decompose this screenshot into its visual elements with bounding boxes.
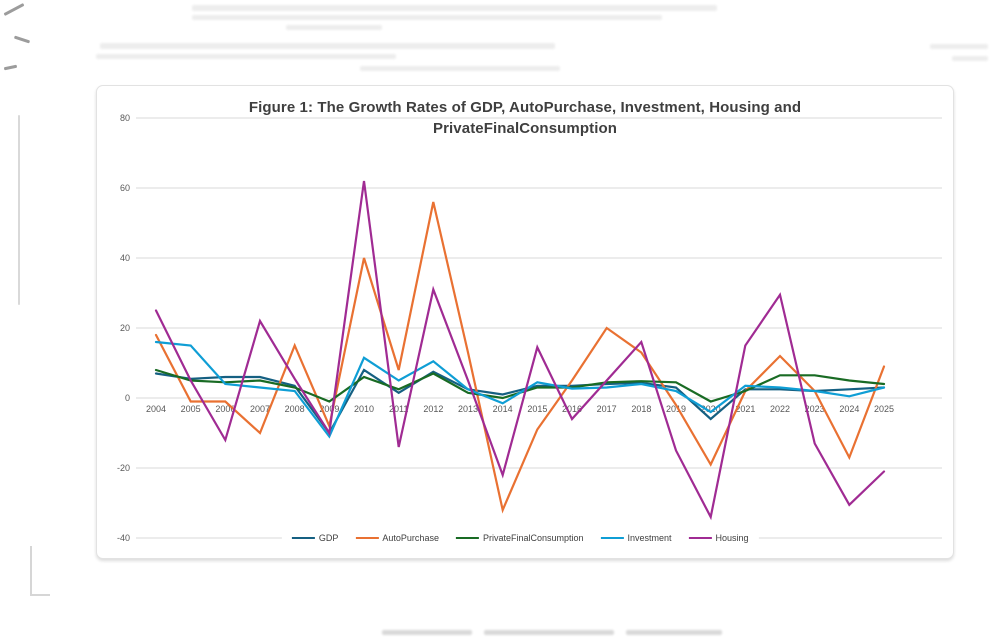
- x-tick-label-2011: 2011: [389, 404, 408, 414]
- y-tick-label: -40: [117, 533, 130, 543]
- background-artifact: [30, 546, 50, 596]
- background-artifact: [286, 25, 382, 30]
- legend-item-GDP: GDP: [291, 533, 339, 543]
- background-artifact: [192, 15, 662, 20]
- legend-label-Investment: Investment: [627, 533, 672, 543]
- background-artifact: [3, 3, 25, 16]
- legend-item-Housing: Housing: [688, 533, 749, 543]
- y-tick-label: 0: [125, 393, 130, 403]
- legend-label-Housing: Housing: [715, 533, 749, 543]
- x-tick-label-2005: 2005: [181, 404, 201, 414]
- line-chart-plot: 80 60 40 20 0 -20 -40 2004 2005 2006 2007 2008 2009 2…: [117, 113, 942, 543]
- chart-title-line2: PrivateFinalConsumption: [433, 120, 617, 137]
- background-artifact: [192, 5, 717, 11]
- x-tick-label-2012: 2012: [423, 404, 443, 414]
- x-tick-label-2025: 2025: [874, 404, 894, 414]
- x-tick-label-2021: 2021: [735, 404, 755, 414]
- chart-title-line1: Figure 1: The Growth Rates of GDP, AutoP…: [248, 99, 802, 116]
- legend-label-PrivateFinalConsumption: PrivateFinalConsumption: [482, 533, 584, 543]
- series-line-AutoPurchase: [154, 201, 886, 514]
- chart-title: Figure 1: The Growth Rates of GDP, AutoP…: [97, 97, 953, 139]
- y-tick-label: 40: [120, 253, 130, 263]
- y-tick-label: -20: [117, 463, 130, 473]
- x-tick-label-2016: 2016: [562, 404, 582, 414]
- series-line-PrivateFinalConsumption: [154, 368, 886, 403]
- x-tick-label-2018: 2018: [631, 404, 651, 414]
- x-tick-label-2015: 2015: [527, 404, 547, 414]
- x-tick-label-2019: 2019: [666, 404, 686, 414]
- x-tick-label-2020: 2020: [701, 404, 721, 414]
- background-artifact: [13, 35, 31, 44]
- series-line-GDP: [154, 368, 886, 436]
- x-tick-label-2017: 2017: [597, 404, 617, 414]
- chart-card: 80 60 40 20 0 -20 -40 2004 2005 2006 2007 2008 2009 2…: [96, 85, 954, 559]
- y-tick-label: 60: [120, 183, 130, 193]
- x-tick-label-2010: 2010: [354, 404, 374, 414]
- y-tick-label: 80: [120, 113, 130, 123]
- legend-swatch-Housing: [688, 536, 712, 540]
- background-artifact: [382, 630, 472, 635]
- background-artifact: [360, 66, 560, 71]
- y-tick-label: 20: [120, 323, 130, 333]
- background-artifact: [484, 630, 614, 635]
- background-artifact: [18, 115, 20, 305]
- legend-swatch-PrivateFinalConsumption: [455, 536, 479, 540]
- legend-swatch-Investment: [600, 536, 624, 540]
- legend-swatch-GDP: [291, 536, 315, 540]
- series-line-Investment: [154, 340, 886, 439]
- x-tick-label-2023: 2023: [805, 404, 825, 414]
- chart-legend: GDP AutoPurchase PrivateFinalConsumption In…: [281, 530, 759, 546]
- x-tick-label-2004: 2004: [146, 404, 166, 414]
- x-tick-label-2009: 2009: [319, 404, 339, 414]
- x-tick-label-2014: 2014: [493, 404, 513, 414]
- x-tick-label-2022: 2022: [770, 404, 790, 414]
- background-artifact: [626, 630, 722, 635]
- background-artifact: [930, 44, 988, 49]
- series-line-Housing: [154, 180, 886, 521]
- legend-item-AutoPurchase: AutoPurchase: [355, 533, 439, 543]
- background-artifact: [952, 56, 988, 61]
- x-tick-label-2008: 2008: [285, 404, 305, 414]
- legend-label-GDP: GDP: [318, 533, 339, 543]
- x-tick-label-2007: 2007: [250, 404, 270, 414]
- background-artifact: [100, 43, 555, 49]
- legend-label-AutoPurchase: AutoPurchase: [382, 533, 439, 543]
- background-artifact: [96, 54, 396, 59]
- legend-item-PrivateFinalConsumption: PrivateFinalConsumption: [455, 533, 584, 543]
- background-artifact: [3, 64, 18, 71]
- x-tick-label-2006: 2006: [215, 404, 235, 414]
- x-tick-label-2013: 2013: [458, 404, 478, 414]
- legend-swatch-AutoPurchase: [355, 536, 379, 540]
- legend-item-Investment: Investment: [600, 533, 672, 543]
- x-tick-label-2024: 2024: [839, 404, 859, 414]
